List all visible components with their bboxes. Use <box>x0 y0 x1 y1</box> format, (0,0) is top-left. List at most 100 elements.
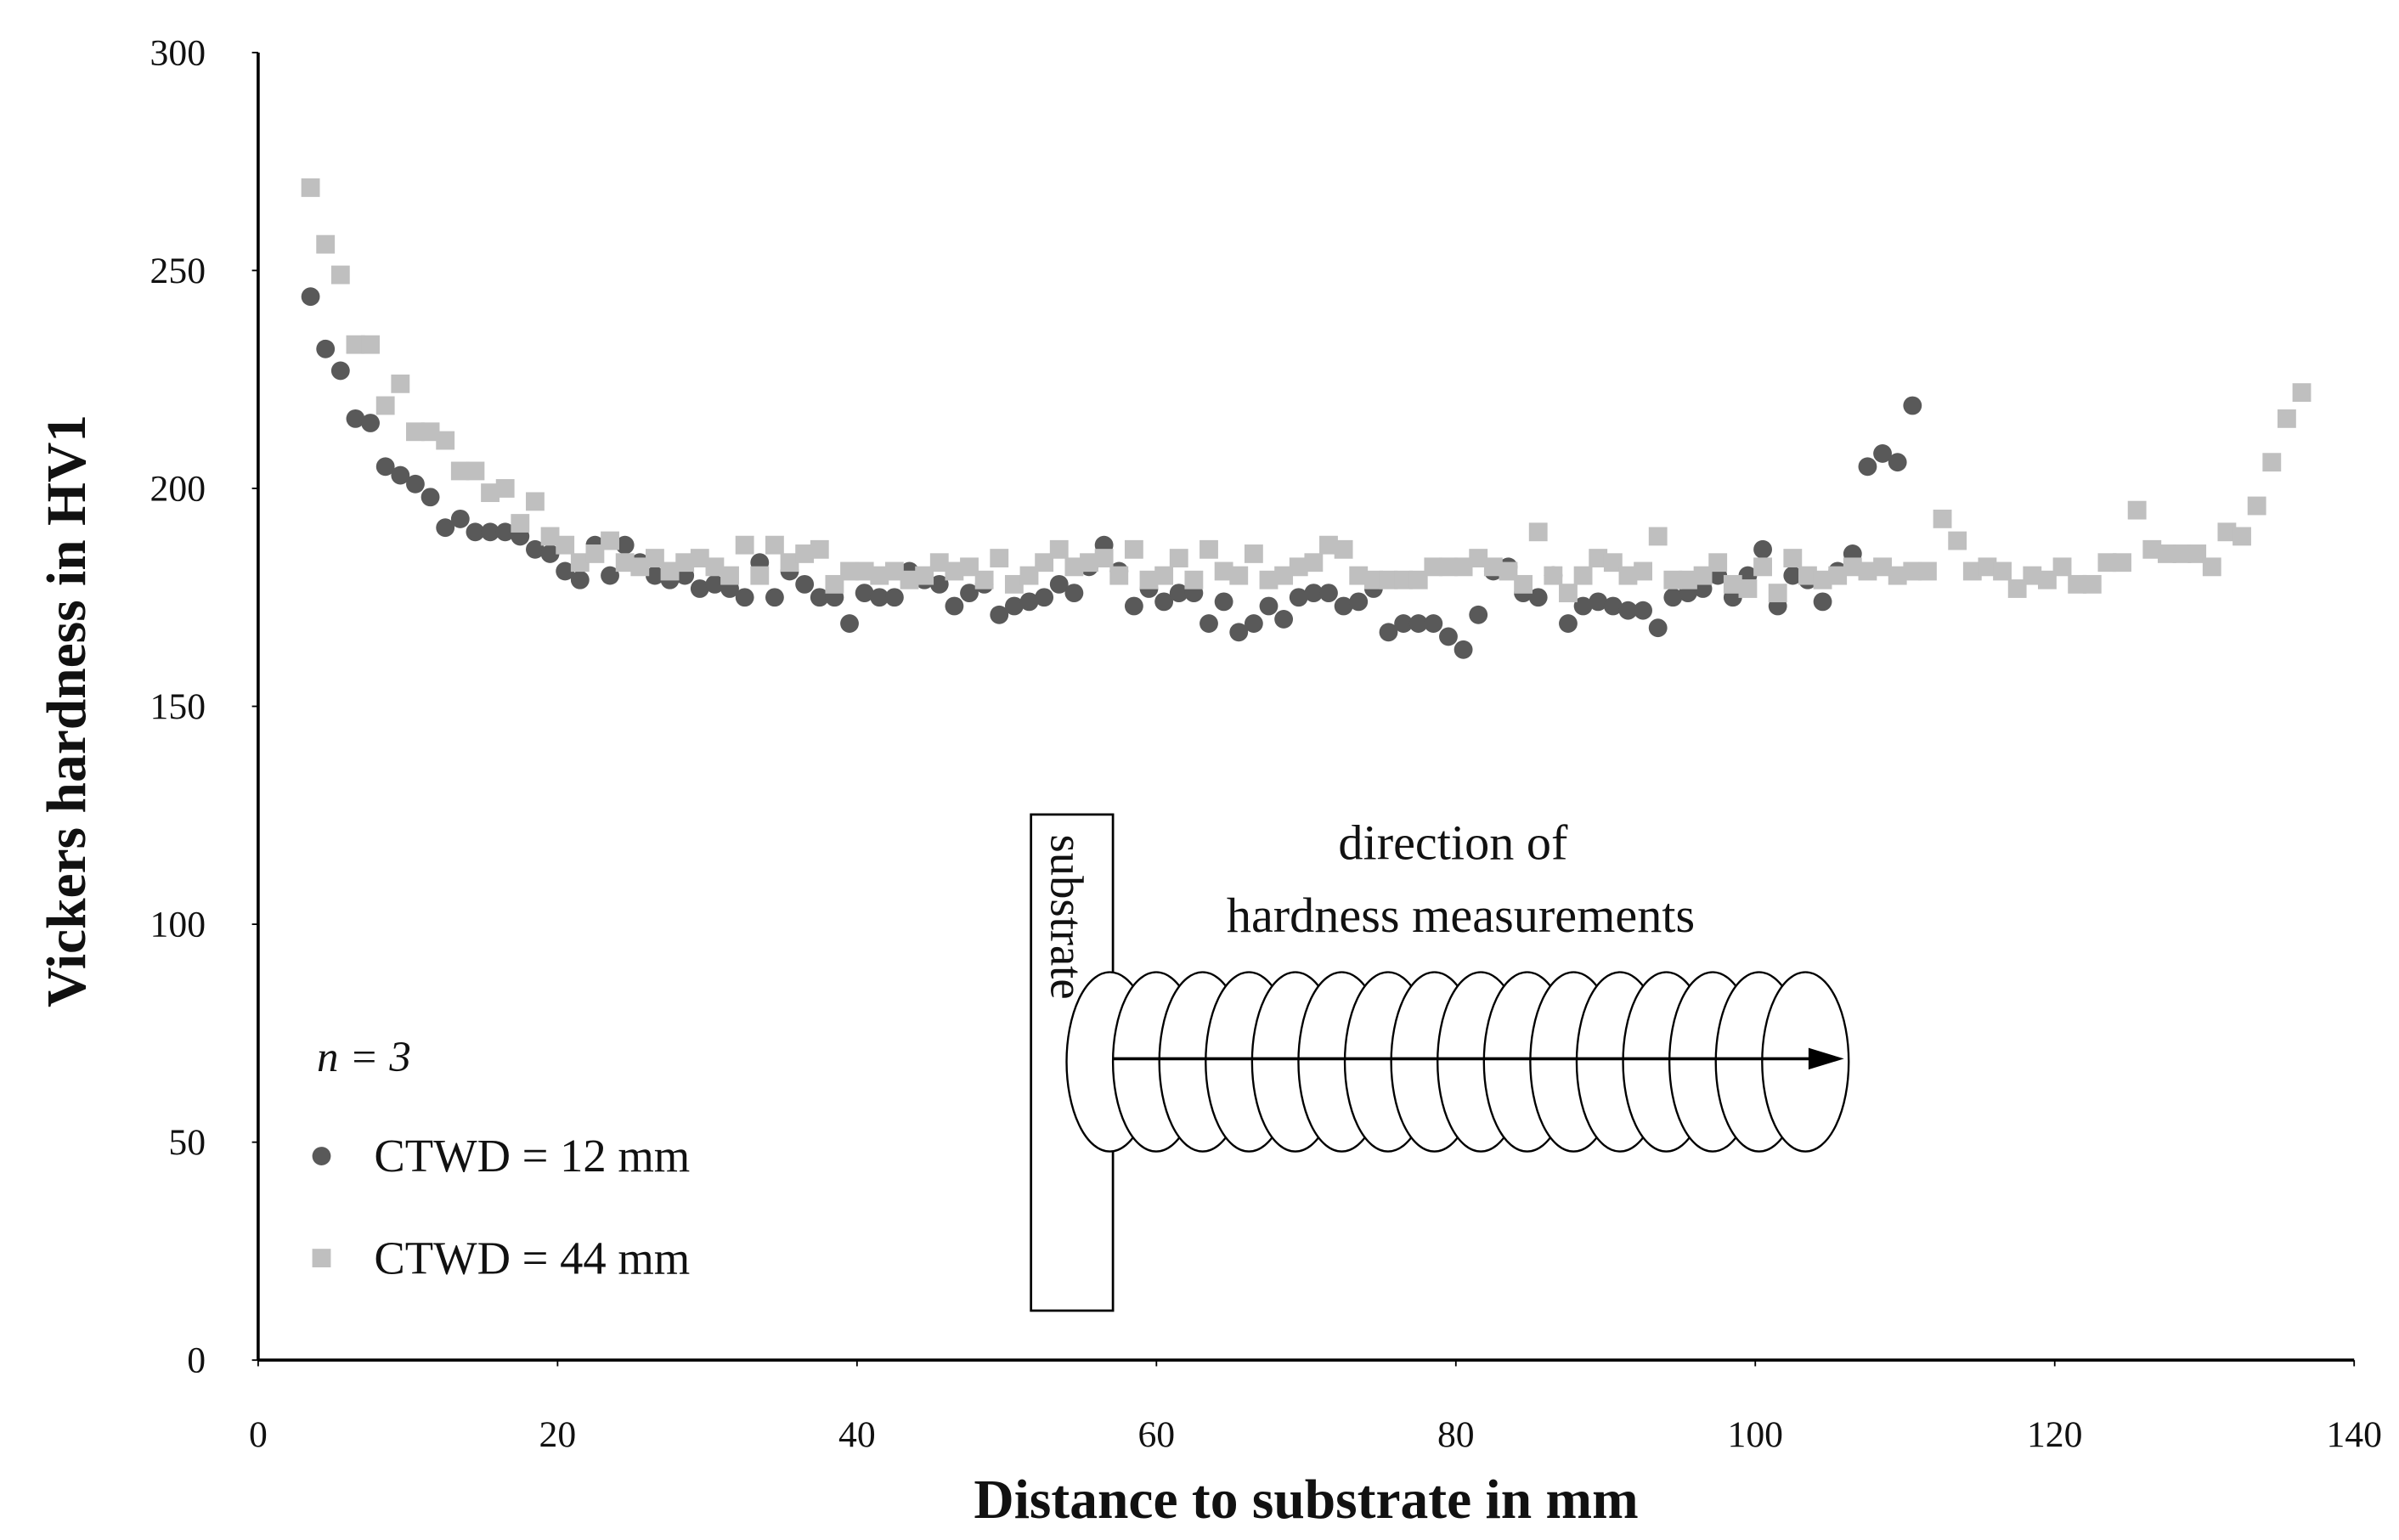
data-point <box>1634 601 1652 620</box>
data-point <box>2247 496 2266 516</box>
arrow-head <box>1808 1047 1844 1070</box>
data-point <box>1408 614 1428 633</box>
data-point <box>1978 557 1997 577</box>
data-point <box>690 549 709 567</box>
data-point <box>900 570 919 589</box>
data-point <box>375 396 395 415</box>
data-point <box>1439 627 1458 646</box>
inset-diagram: substrate direction of hardness measurem… <box>1030 813 1850 1312</box>
data-point <box>1903 561 1922 581</box>
x-tick-label: 20 <box>539 1414 577 1455</box>
data-point <box>1813 592 1832 612</box>
data-point <box>2007 579 2027 598</box>
data-point <box>735 535 754 555</box>
data-point <box>1858 457 1877 477</box>
data-point <box>1618 566 1638 585</box>
data-point <box>1304 553 1324 573</box>
data-point <box>795 544 815 563</box>
data-point <box>570 553 590 573</box>
weld-beads <box>1065 971 1850 1153</box>
data-point <box>1319 535 1338 555</box>
data-point <box>1663 588 1683 607</box>
data-point <box>330 361 350 381</box>
data-point <box>1933 509 1952 528</box>
y-tick-label: 300 <box>150 32 206 73</box>
data-point <box>929 553 949 573</box>
data-point <box>1828 566 1848 585</box>
data-point <box>855 561 874 581</box>
data-point <box>1483 557 1503 577</box>
legend-label: CTWD = 44 mm <box>374 1232 690 1283</box>
data-point <box>1049 539 1069 559</box>
data-point <box>1394 614 1414 633</box>
data-point <box>765 588 784 607</box>
data-point <box>1783 566 1803 585</box>
data-point <box>1589 549 1608 567</box>
data-point <box>1214 561 1233 581</box>
y-tick-label: 100 <box>150 905 206 945</box>
data-point <box>870 588 889 607</box>
data-point <box>1064 584 1084 603</box>
data-point <box>840 561 859 581</box>
data-point <box>690 579 709 598</box>
data-point <box>765 535 784 555</box>
data-point <box>1004 596 1024 616</box>
data-point <box>1693 566 1713 585</box>
data-point <box>466 522 485 542</box>
data-point <box>990 605 1009 624</box>
data-point <box>1139 570 1159 589</box>
data-point <box>945 561 964 581</box>
data-point <box>1244 544 1263 563</box>
data-point <box>1169 549 1188 567</box>
data-point <box>1424 614 1443 633</box>
data-point <box>2292 383 2312 403</box>
data-point <box>705 574 725 594</box>
data-point <box>1573 596 1593 616</box>
data-point <box>2157 544 2176 563</box>
x-tick-label: 0 <box>249 1414 268 1455</box>
data-point <box>1723 574 1742 594</box>
data-point <box>1528 588 1548 607</box>
x-axis-title: Distance to substrate in mm <box>974 1469 1638 1531</box>
data-point <box>1349 566 1369 585</box>
data-point <box>1738 579 1758 598</box>
data-point <box>436 431 455 450</box>
data-point <box>960 584 979 603</box>
data-point <box>2127 500 2147 520</box>
data-point <box>1663 570 1683 589</box>
data-point <box>1408 570 1428 589</box>
y-tick-label: 0 <box>187 1340 206 1381</box>
data-point <box>346 409 365 428</box>
data-point <box>301 178 320 197</box>
data-point <box>945 596 964 616</box>
data-point <box>1064 557 1084 577</box>
direction-label: hardness measurements <box>1227 888 1695 943</box>
data-point <box>675 553 695 573</box>
data-point <box>1184 570 1204 589</box>
data-point <box>1962 561 1982 581</box>
data-point <box>1334 539 1353 559</box>
sample-count: n = 3 <box>317 1034 411 1081</box>
data-point <box>1918 561 1937 581</box>
y-tick-label: 200 <box>150 469 206 510</box>
data-point <box>2082 574 2102 594</box>
data-point <box>1439 557 1458 577</box>
data-point <box>1603 596 1623 616</box>
data-point <box>1843 557 1862 577</box>
data-point <box>2217 522 2237 542</box>
data-point <box>1154 566 1174 585</box>
data-point <box>1124 596 1143 616</box>
data-point <box>1648 618 1668 638</box>
data-point <box>2142 539 2162 559</box>
data-point <box>511 514 530 533</box>
data-point <box>2232 527 2251 546</box>
data-point <box>1559 614 1578 633</box>
data-point <box>1244 614 1263 633</box>
data-point <box>1124 539 1143 559</box>
data-point <box>884 588 904 607</box>
data-point <box>1304 584 1324 603</box>
data-point <box>570 570 590 589</box>
data-point <box>1903 396 1922 415</box>
data-point <box>526 539 545 559</box>
